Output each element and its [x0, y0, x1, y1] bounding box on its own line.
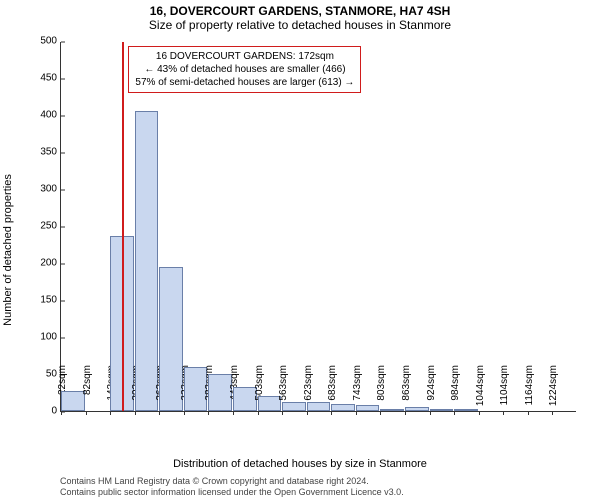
y-tick: 300	[40, 184, 61, 195]
y-tick: 400	[40, 110, 61, 121]
annotation-line3: 57% of semi-detached houses are larger (…	[135, 76, 354, 89]
y-tick: 500	[40, 36, 61, 47]
x-tick-label: 1224sqm	[548, 365, 559, 415]
plot-area: 05010015020025030035040045050022sqm82sqm…	[60, 42, 576, 412]
histogram-chart: 16, DOVERCOURT GARDENS, STANMORE, HA7 4S…	[0, 0, 600, 500]
y-axis-label: Number of detached properties	[2, 98, 14, 250]
footer-attribution: Contains HM Land Registry data © Crown c…	[60, 476, 404, 498]
x-tick-label: 1044sqm	[475, 365, 486, 415]
footer-line2: Contains public sector information licen…	[60, 487, 404, 498]
chart-title-block: 16, DOVERCOURT GARDENS, STANMORE, HA7 4S…	[0, 4, 600, 32]
x-tick-label: 924sqm	[426, 365, 437, 415]
chart-title-line1: 16, DOVERCOURT GARDENS, STANMORE, HA7 4S…	[0, 4, 600, 18]
y-tick: 350	[40, 147, 61, 158]
x-tick-label: 82sqm	[82, 365, 93, 415]
y-tick: 250	[40, 221, 61, 232]
x-tick-label: 984sqm	[450, 365, 461, 415]
annotation-line2: ← 43% of detached houses are smaller (46…	[135, 63, 354, 76]
x-axis-label: Distribution of detached houses by size …	[0, 458, 600, 470]
y-tick: 200	[40, 258, 61, 269]
x-tick-label: 803sqm	[376, 365, 387, 415]
y-tick: 450	[40, 73, 61, 84]
annotation-box: 16 DOVERCOURT GARDENS: 172sqm ← 43% of d…	[128, 46, 361, 93]
footer-line1: Contains HM Land Registry data © Crown c…	[60, 476, 404, 487]
y-tick: 150	[40, 295, 61, 306]
annotation-line1: 16 DOVERCOURT GARDENS: 172sqm	[135, 50, 354, 63]
x-tick-label: 1104sqm	[499, 365, 510, 415]
marker-line	[122, 42, 124, 411]
y-tick: 100	[40, 332, 61, 343]
x-tick-label: 1164sqm	[524, 365, 535, 415]
chart-title-line2: Size of property relative to detached ho…	[0, 18, 600, 32]
